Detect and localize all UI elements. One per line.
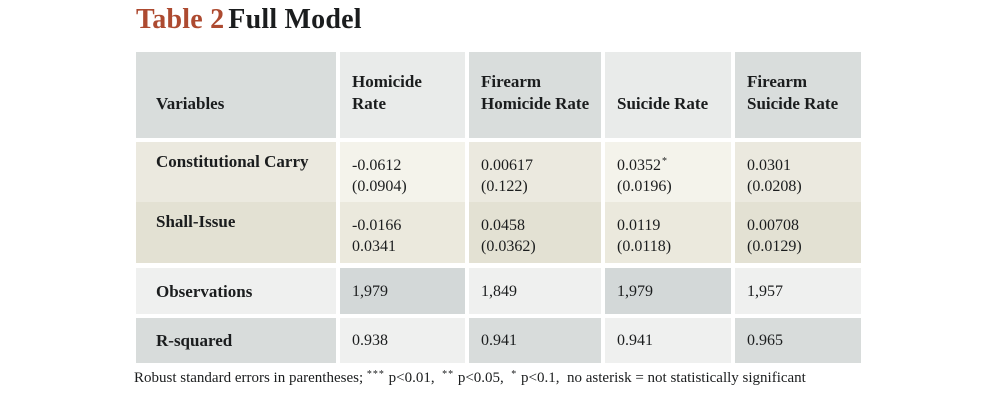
table-title: Table 2 Full Model [136, 2, 362, 38]
column-header-firearm-homicide-rate: Firearm Homicide Rate [469, 52, 601, 138]
stat-cell: 0.965 [735, 318, 861, 363]
stat-cell: 1,849 [469, 268, 601, 314]
footnote-text: p<0.01, [384, 370, 443, 386]
significance-star: * [662, 156, 667, 167]
est-text: 0.0458 [481, 217, 525, 234]
coef-cell: 0.0119 (0.0118) [605, 202, 731, 263]
table-header-row: Variables Homicide Rate Firearm Homicide… [136, 52, 861, 138]
est-text: 0.00708 [747, 217, 799, 234]
coef-cell: 0.0352* (0.0196) [605, 142, 731, 202]
row-label-cell: Constitutional Carry [136, 142, 336, 202]
footnote-text: p<0.05, [454, 370, 512, 386]
stat-cell: 0.941 [605, 318, 731, 363]
footnote-text: Robust standard errors in parentheses; [134, 370, 367, 386]
stat-cell: 0.941 [469, 318, 601, 363]
coef-cell: -0.0612 (0.0904) [340, 142, 465, 202]
row-label: Constitutional Carry [156, 152, 309, 171]
table-footnote: Robust standard errors in parentheses; *… [134, 364, 806, 389]
column-header-firearm-suicide-rate: Firearm Suicide Rate [735, 52, 861, 138]
regression-table: Variables Homicide Rate Firearm Homicide… [136, 52, 861, 363]
est-text: -0.0612 [352, 157, 402, 174]
coefficient-value: -0.0612 [352, 151, 465, 176]
column-header-variables: Variables [136, 52, 336, 138]
row-label-cell: Shall-Issue [136, 202, 336, 263]
coefficient-value: 0.0119 [617, 211, 731, 236]
row-label: Shall-Issue [156, 212, 236, 231]
footnote-text: p<0.1, no asterisk = not statistically s… [517, 370, 806, 386]
est-text: 0.0352 [617, 157, 661, 174]
row-label-cell: Observations [136, 268, 336, 314]
standard-error: (0.122) [481, 178, 528, 195]
column-header-suicide-rate: Suicide Rate [605, 52, 731, 138]
standard-error: (0.0196) [617, 178, 672, 195]
standard-error: (0.0118) [617, 238, 672, 255]
table-row-constitutional-carry: Constitutional Carry -0.0612 (0.0904) 0.… [136, 142, 861, 202]
est-text: -0.0166 [352, 217, 402, 234]
stat-cell: 1,979 [340, 268, 465, 314]
stat-cell: 0.938 [340, 318, 465, 363]
table-title-text: Full Model [228, 4, 362, 35]
est-text: 0.0119 [617, 217, 661, 234]
row-label: R-squared [156, 331, 233, 350]
coefficient-value: 0.0301 [747, 151, 861, 176]
one-asterisk: * [511, 369, 518, 380]
est-text: 0.00617 [481, 157, 533, 174]
coefficient-value: 0.0458 [481, 211, 601, 236]
table-row-shall-issue: Shall-Issue -0.0166 0.0341 0.0458 (0.036… [136, 202, 861, 263]
standard-error: 0.0341 [352, 238, 396, 255]
three-asterisks: *** [366, 369, 385, 380]
table-number: Table 2 [136, 4, 225, 35]
coefficient-value: -0.0166 [352, 211, 465, 236]
row-label-cell: R-squared [136, 318, 336, 363]
standard-error: (0.0129) [747, 238, 802, 255]
standard-error: (0.0904) [352, 178, 407, 195]
coef-cell: 0.00617 (0.122) [469, 142, 601, 202]
standard-error: (0.0208) [747, 178, 802, 195]
stat-cell: 1,957 [735, 268, 861, 314]
table-row-observations: Observations 1,979 1,849 1,979 1,957 [136, 268, 861, 314]
coef-cell: -0.0166 0.0341 [340, 202, 465, 263]
column-header-homicide-rate: Homicide Rate [340, 52, 465, 138]
standard-error: (0.0362) [481, 238, 536, 255]
coefficient-value: 0.00617 [481, 151, 601, 176]
coefficient-value: 0.0352* [617, 151, 731, 176]
coef-cell: 0.00708 (0.0129) [735, 202, 861, 263]
coefficient-value: 0.00708 [747, 211, 861, 236]
two-asterisks: ** [442, 369, 455, 380]
table-row-r-squared: R-squared 0.938 0.941 0.941 0.965 [136, 318, 861, 363]
stat-cell: 1,979 [605, 268, 731, 314]
est-text: 0.0301 [747, 157, 791, 174]
row-label: Observations [156, 281, 253, 301]
coef-cell: 0.0458 (0.0362) [469, 202, 601, 263]
coef-cell: 0.0301 (0.0208) [735, 142, 861, 202]
